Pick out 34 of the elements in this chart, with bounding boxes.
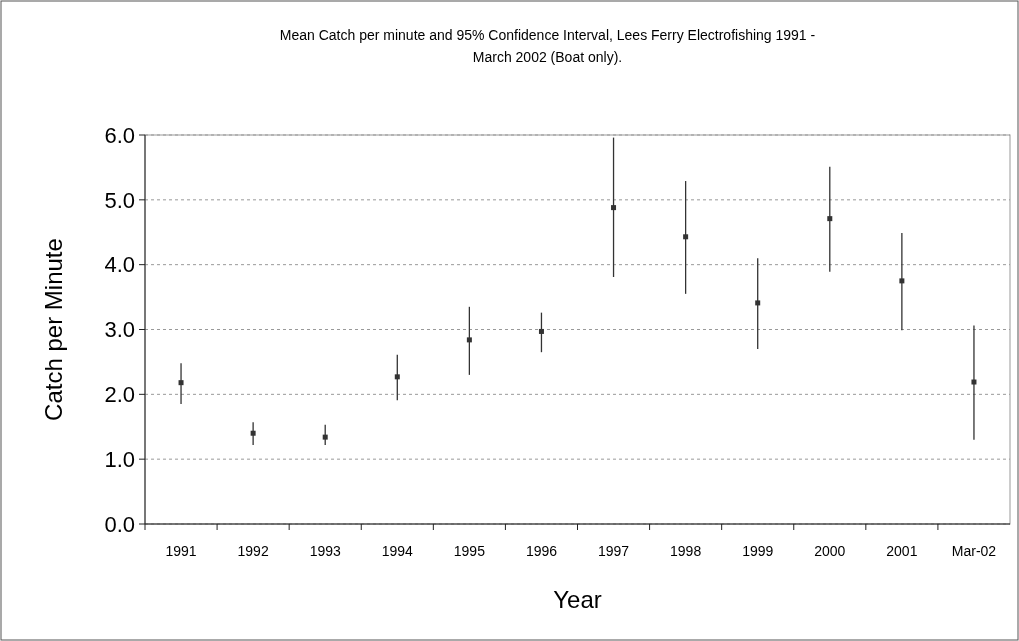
point	[899, 278, 905, 284]
chart-title: Mean Catch per minute and 95% Confidence Interval, Lees Ferry Electrofishing 1991 - March 2002 (Boat only).	[279, 27, 816, 65]
x-tick-label: 1991	[165, 543, 197, 559]
x-tick-label: 2001	[886, 543, 918, 559]
point	[322, 434, 328, 440]
x-tick-label: 1995	[453, 543, 486, 559]
point	[755, 300, 761, 306]
point	[250, 430, 256, 436]
y-tick-label: 4.0	[104, 252, 135, 278]
y-tick-label: 2.0	[104, 382, 135, 408]
y-axis-title: Catch per Minute	[40, 238, 67, 421]
point	[466, 337, 472, 343]
point	[683, 234, 689, 240]
x-tick-label: 2000	[814, 543, 846, 559]
y-tick-label: 3.0	[104, 317, 135, 343]
point	[827, 216, 833, 222]
y-tick-label: 0.0	[104, 511, 135, 537]
point	[971, 379, 977, 385]
x-tick-label: 1999	[742, 543, 774, 559]
point	[394, 374, 400, 380]
x-tick-label: 1994	[381, 543, 414, 559]
point	[178, 380, 184, 386]
x-tick-label: 1998	[670, 543, 702, 559]
x-tick-label: 1992	[237, 543, 269, 559]
point	[611, 205, 617, 211]
point	[538, 328, 544, 334]
x-axis-title: Year	[553, 586, 602, 613]
y-tick-label: 5.0	[104, 187, 135, 213]
y-tick-label: 6.0	[104, 122, 135, 148]
x-tick-label: 1993	[309, 543, 341, 559]
y-tick-label: 1.0	[104, 446, 135, 472]
x-tick-label: Mar-02	[951, 543, 997, 559]
x-tick-label: 1997	[597, 543, 630, 559]
x-tick-label: 1996	[525, 543, 558, 559]
